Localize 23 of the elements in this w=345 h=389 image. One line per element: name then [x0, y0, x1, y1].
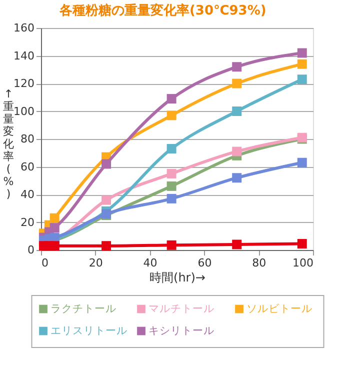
x-tick-label: 20	[88, 256, 103, 270]
x-tick-label: 80	[252, 256, 266, 270]
x-tick-label: 0	[42, 256, 48, 270]
y-tick-label: 20	[20, 216, 34, 229]
y-tick-label: 40	[20, 188, 34, 201]
text: ↑重量変化率(%)	[3, 88, 14, 200]
y-tick-label: 60	[20, 160, 34, 174]
chart-title: 各種粉糖の重量変化率(30℃93%)	[58, 2, 266, 18]
y-tick-label: 160	[14, 22, 34, 34]
y-tick-label: 120	[14, 77, 34, 90]
x-axis-title: 時間(hr)→	[150, 270, 206, 284]
x-tick-label: 60	[198, 256, 212, 270]
y-tick-label: 100	[14, 104, 34, 118]
x-tick-label: 40	[143, 256, 158, 270]
y-tick-label: 0	[28, 244, 34, 256]
x-tick-label: 100	[292, 256, 314, 270]
legend-label: エリスリトール	[50, 325, 128, 337]
legend-label: キシリトール	[148, 325, 214, 337]
y-tick-label: 80	[20, 132, 34, 146]
legend-label: ラクチトール	[50, 303, 116, 315]
legend-label: マルチトール	[148, 303, 214, 315]
y-tick-label: 140	[14, 49, 34, 62]
legend-label: ソルビトール	[246, 303, 312, 315]
